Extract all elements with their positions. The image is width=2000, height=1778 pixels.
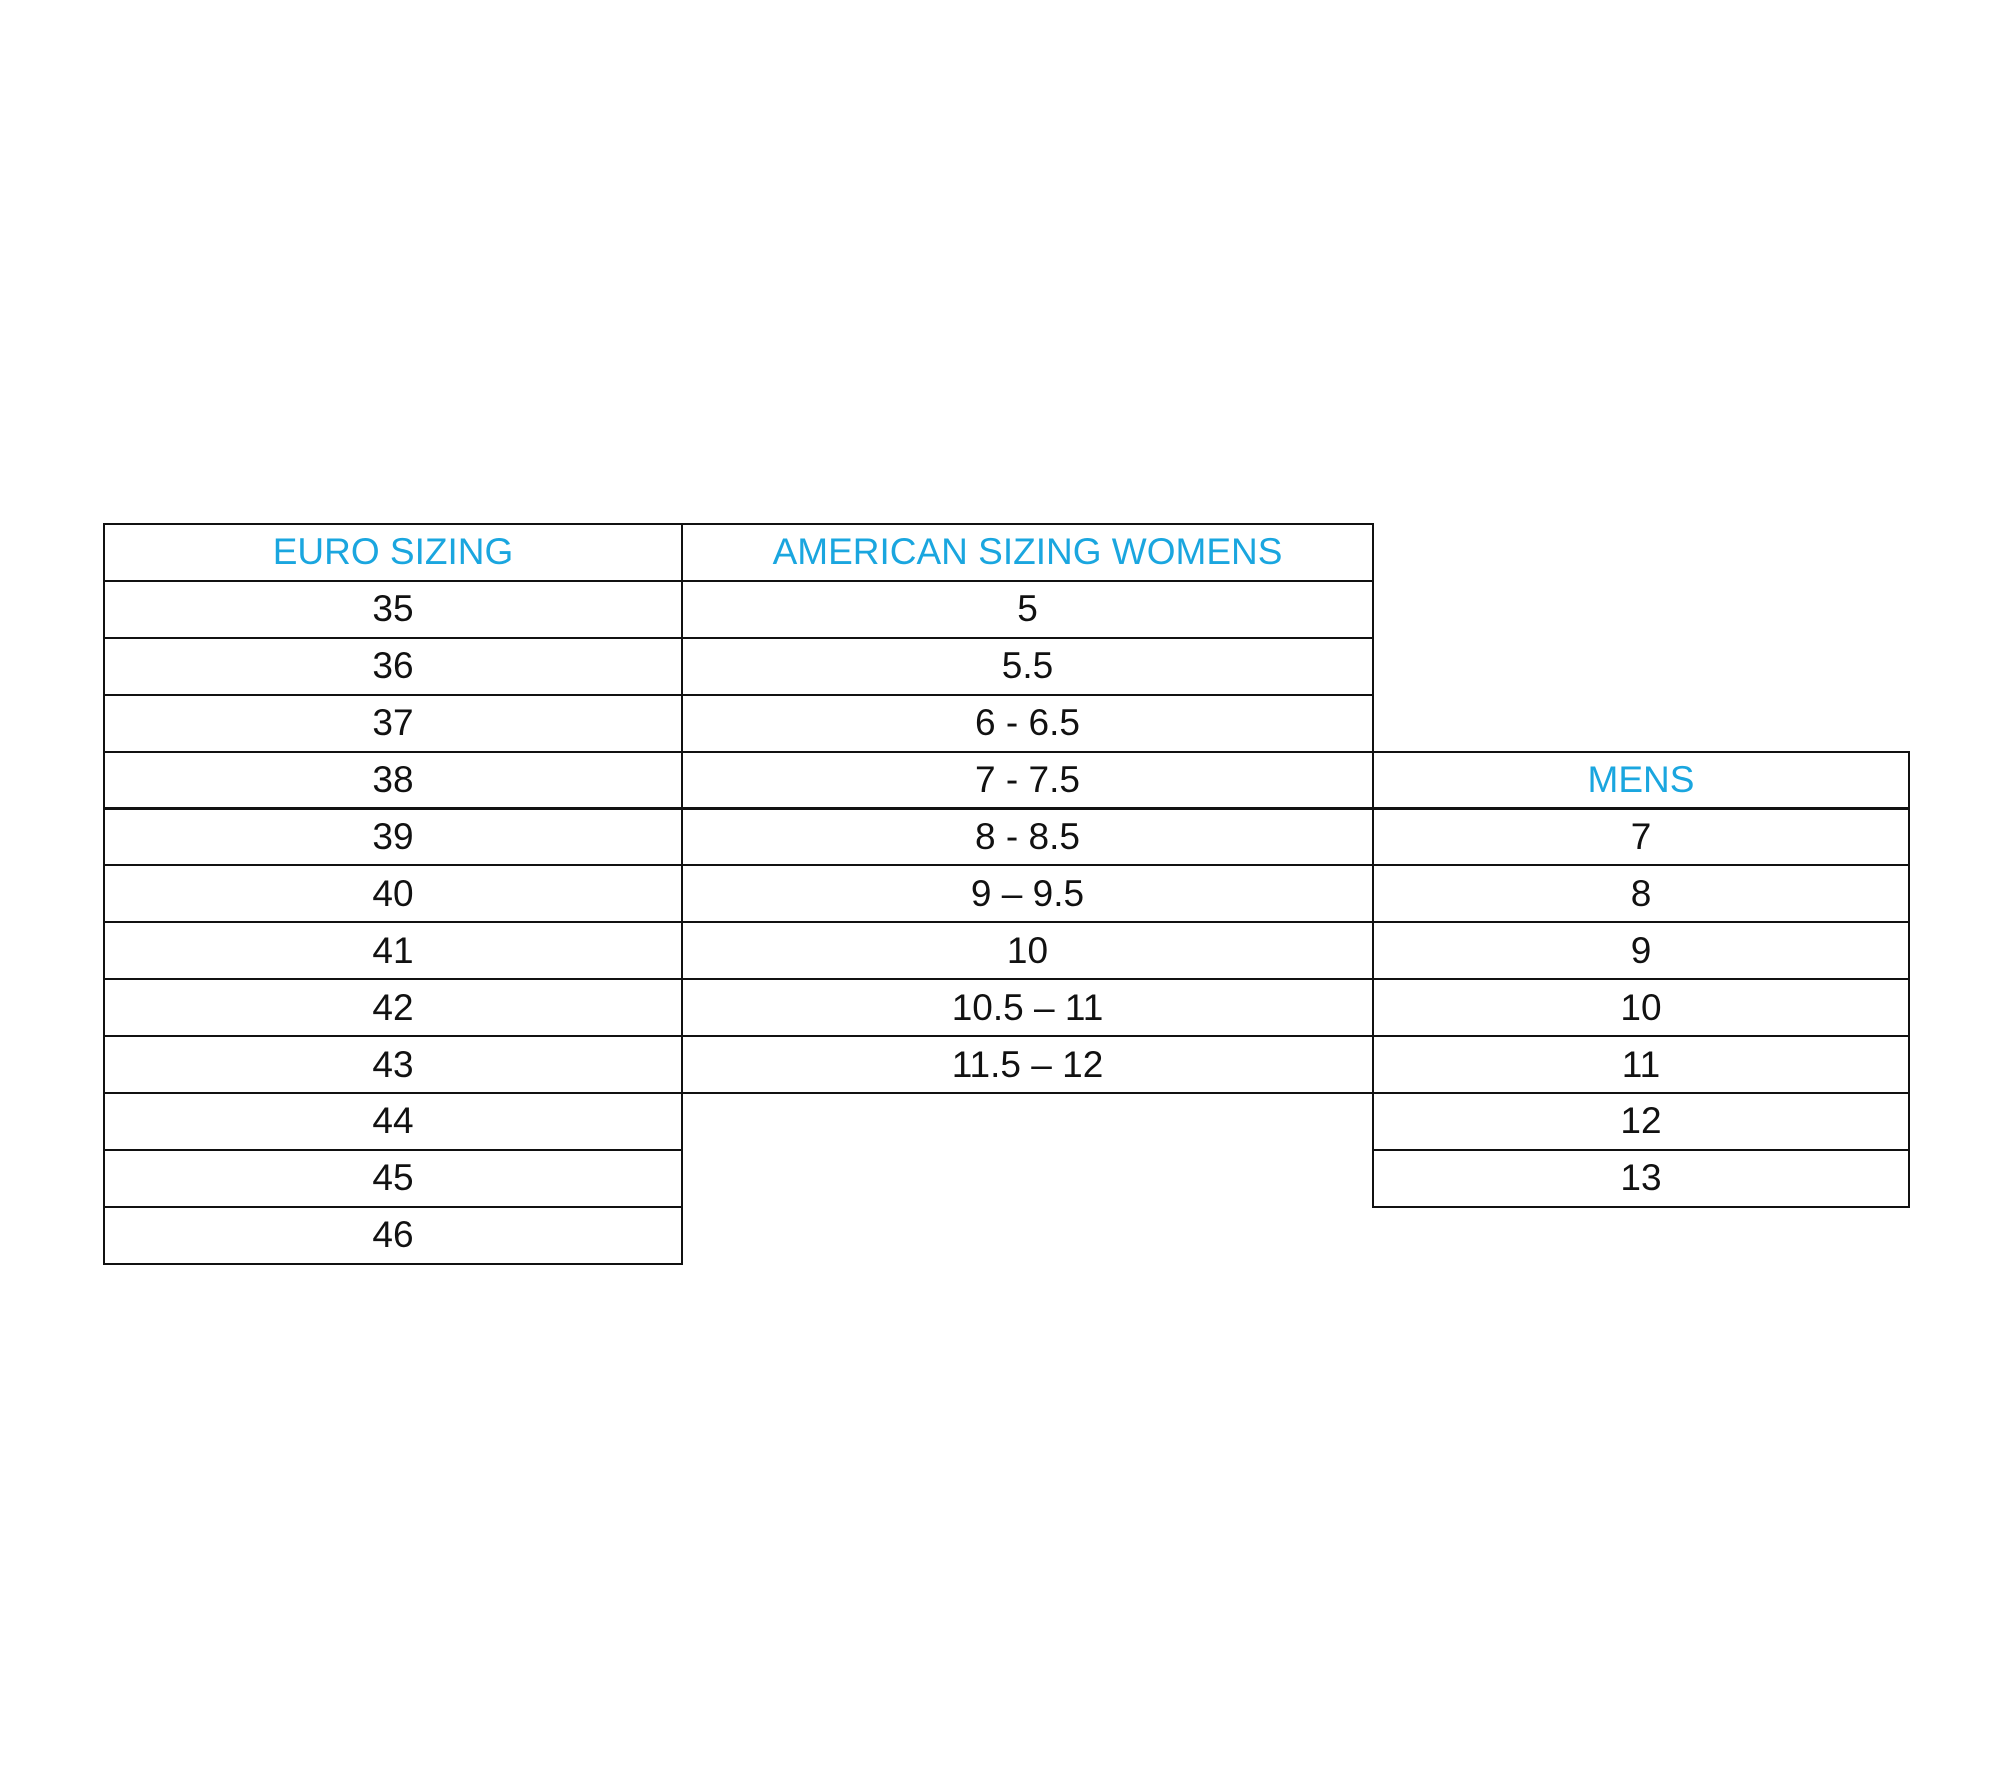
- table-cell: 38: [103, 750, 683, 810]
- table-cell: 10: [681, 921, 1374, 981]
- table-cell: 43: [103, 1035, 683, 1094]
- table-cell: 45: [103, 1148, 683, 1208]
- table-cell: 12: [1372, 1092, 1910, 1151]
- table-cell: 7: [1372, 807, 1910, 867]
- table-cell: 13: [1372, 1148, 1910, 1208]
- table-cell: 37: [103, 693, 683, 753]
- table-cell: 46: [103, 1205, 683, 1265]
- table-cell: 5.5: [681, 636, 1374, 696]
- table-cell: 5: [681, 579, 1374, 639]
- column-header: EURO SIZING: [103, 523, 683, 582]
- table-cell: 42: [103, 978, 683, 1038]
- table-cell: 10.5 – 11: [681, 978, 1374, 1038]
- table-cell: 44: [103, 1092, 683, 1151]
- table-cell: 8 - 8.5: [681, 807, 1374, 867]
- table-cell: 39: [103, 807, 683, 867]
- table-cell: 11.5 – 12: [681, 1035, 1374, 1094]
- table-cell: 40: [103, 864, 683, 924]
- table-cell: 7 - 7.5: [681, 750, 1374, 810]
- table-cell: 9 – 9.5: [681, 864, 1374, 924]
- column-header: AMERICAN SIZING WOMENS: [681, 523, 1374, 582]
- table-cell: 11: [1372, 1035, 1910, 1094]
- table-cell: 6 - 6.5: [681, 693, 1374, 753]
- table-cell: 36: [103, 636, 683, 696]
- table-cell: 41: [103, 921, 683, 981]
- table-cell: 10: [1372, 978, 1910, 1038]
- table-cell: 9: [1372, 921, 1910, 981]
- column-header: MENS: [1372, 750, 1910, 810]
- table-cell: 35: [103, 579, 683, 639]
- table-cell: 8: [1372, 864, 1910, 924]
